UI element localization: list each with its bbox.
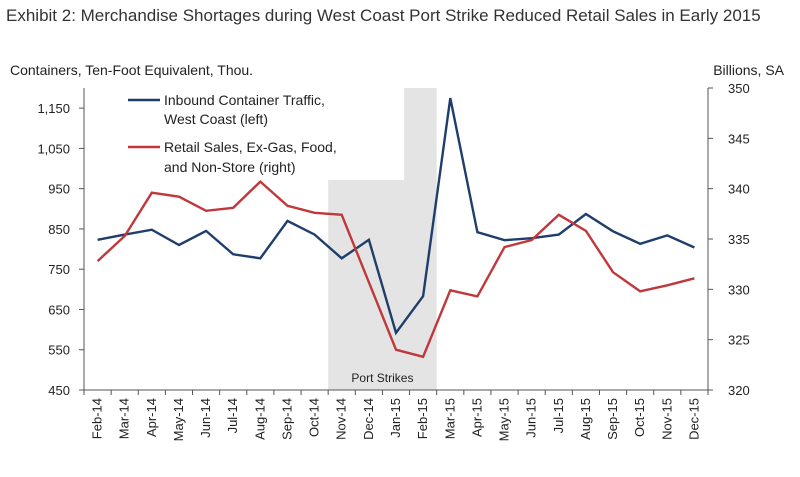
x-tick-label: May-14 (171, 398, 186, 441)
legend-label-retail-sales-line2: and Non-Store (right) (164, 159, 296, 175)
x-tick-label: Nov-14 (334, 398, 349, 440)
x-tick-label: Jan-15 (388, 398, 403, 438)
right-tick-label: 330 (728, 282, 750, 297)
right-axis-label: Billions, SA (713, 62, 784, 78)
left-tick-label: 750 (48, 262, 70, 277)
series-line-retail-sales (96, 179, 695, 359)
chart-title: Exhibit 2: Merchandise Shortages during … (6, 6, 761, 25)
x-tick-label: Jul-14 (225, 398, 240, 433)
x-axis-ticks: Feb-14 Mar-14 Apr-14 May-14 Jun-14 Jul-14 Aug-… (83, 390, 709, 441)
port-strikes-label: Port Strikes (351, 371, 413, 385)
port-strike-shade-upper (404, 88, 437, 180)
right-tick-label: 340 (728, 182, 750, 197)
x-tick-label: Sep-14 (279, 398, 294, 440)
x-tick-label: Aug-15 (578, 398, 593, 440)
right-tick-label: 320 (728, 383, 750, 398)
series-line-container-traffic (97, 97, 695, 336)
x-tick-label: Feb-14 (90, 398, 105, 439)
x-tick-label: Jun-14 (198, 398, 213, 438)
x-tick-label: Aug-14 (252, 398, 267, 440)
legend: Inbound Container Traffic, West Coast (l… (128, 92, 337, 175)
x-tick-label: Nov-15 (659, 398, 674, 440)
x-tick-label: Feb-15 (415, 398, 430, 439)
right-tick-label: 345 (728, 131, 750, 146)
legend-label-container-traffic: Inbound Container Traffic, (164, 92, 325, 108)
left-axis-ticks: 450 550 650 750 850 950 1,050 1,150 (37, 101, 84, 398)
left-tick-label: 650 (48, 302, 70, 317)
right-axis-ticks: 320 325 330 335 340 345 350 (708, 81, 750, 398)
x-tick-label: Oct-15 (632, 398, 647, 437)
x-tick-label: Oct-14 (307, 398, 322, 437)
legend-label-container-traffic-line2: West Coast (left) (164, 111, 268, 127)
left-axis-label: Containers, Ten-Foot Equivalent, Thou. (10, 62, 253, 78)
left-tick-label: 1,150 (37, 101, 70, 116)
left-tick-label: 1,050 (37, 141, 70, 156)
x-tick-label: Sep-15 (605, 398, 620, 440)
x-tick-label: Dec-14 (361, 398, 376, 440)
x-tick-label: May-15 (497, 398, 512, 441)
right-tick-label: 335 (728, 232, 750, 247)
x-tick-label: Dec-15 (686, 398, 701, 440)
x-tick-label: Jun-15 (524, 398, 539, 438)
x-tick-label: Apr-15 (469, 398, 484, 437)
left-tick-label: 450 (48, 383, 70, 398)
left-tick-label: 950 (48, 182, 70, 197)
x-tick-label: Apr-14 (144, 398, 159, 437)
left-tick-label: 850 (48, 222, 70, 237)
x-tick-label: Jul-15 (551, 398, 566, 433)
right-tick-label: 325 (728, 333, 750, 348)
legend-label-retail-sales: Retail Sales, Ex-Gas, Food, (164, 139, 337, 155)
left-tick-label: 550 (48, 343, 70, 358)
x-tick-label: Mar-15 (442, 398, 457, 439)
right-tick-label: 350 (728, 81, 750, 96)
x-tick-label: Mar-14 (117, 398, 132, 439)
